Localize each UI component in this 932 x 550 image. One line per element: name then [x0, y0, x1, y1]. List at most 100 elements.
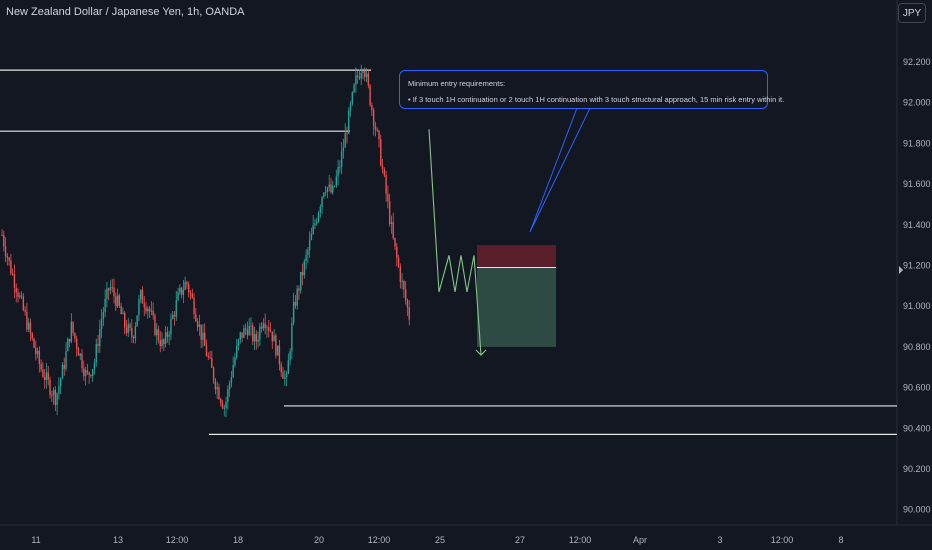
candle-body — [268, 327, 270, 331]
candle-body — [202, 332, 204, 340]
candle-body — [406, 300, 409, 308]
candle-body — [127, 324, 129, 333]
candle-body — [205, 345, 208, 357]
candle-body — [282, 372, 284, 379]
candle-body — [6, 255, 9, 258]
candle-body — [173, 314, 176, 317]
candle-body — [369, 85, 371, 106]
candle-body — [56, 393, 58, 405]
candle-body — [301, 271, 304, 276]
candle-body — [358, 76, 361, 79]
time-tick-label: 12:00 — [569, 535, 592, 545]
candle-body — [364, 70, 366, 77]
time-tick-label: 3 — [717, 535, 722, 545]
candle-body — [77, 348, 80, 356]
candle-body — [259, 326, 261, 340]
candle-body — [156, 329, 158, 336]
candle-body — [97, 344, 99, 347]
currency-button[interactable]: JPY — [898, 3, 926, 23]
candle-body — [148, 308, 151, 312]
candle-body — [24, 309, 26, 313]
candle-body — [348, 109, 350, 134]
candle-body — [36, 350, 39, 354]
candle-body — [365, 73, 368, 77]
time-tick-label: 25 — [435, 535, 445, 545]
current-price-arrow — [899, 266, 903, 274]
candle-body — [72, 321, 74, 333]
candle-body — [316, 221, 318, 224]
candle-body — [118, 295, 121, 306]
callout-bullet: • If 3 touch 1H continuation or 2 touch … — [408, 95, 785, 104]
price-tick-label: 91.600 — [903, 179, 931, 189]
candle-body — [289, 351, 291, 361]
callout-heading: Minimum entry requirements: — [408, 79, 506, 88]
candle-body — [145, 307, 147, 312]
candle-body — [353, 84, 355, 93]
candle-body — [300, 271, 302, 291]
candle-body — [221, 402, 224, 409]
candle-body — [143, 303, 145, 308]
candle-body — [298, 288, 300, 291]
candle-body — [312, 225, 314, 234]
candle-body — [252, 325, 254, 342]
candle-body — [291, 323, 293, 352]
candle-body — [396, 246, 398, 258]
candle-body — [346, 133, 348, 135]
candle-body — [294, 301, 297, 306]
candle-body — [284, 377, 286, 379]
candle-body — [335, 176, 338, 187]
candle-body — [351, 92, 354, 104]
candle-body — [216, 387, 218, 390]
candle-body — [381, 165, 384, 169]
candle-body — [125, 327, 128, 333]
price-tick-label: 90.400 — [903, 423, 931, 433]
candle-body — [164, 332, 167, 345]
candle-body — [52, 389, 55, 396]
candle-body — [280, 364, 282, 373]
candle-body — [157, 329, 160, 341]
candle-body — [310, 233, 313, 240]
price-tick-label: 91.800 — [903, 138, 931, 148]
time-tick-label: 20 — [314, 535, 324, 545]
candle-body — [255, 334, 257, 342]
candle-body — [184, 282, 186, 290]
candle-body — [207, 356, 209, 358]
candle-body — [40, 363, 42, 370]
candle-body — [35, 347, 37, 354]
candle-body — [228, 383, 231, 390]
candle-body — [243, 328, 245, 338]
candle-body — [116, 295, 119, 307]
candle-body — [269, 330, 272, 332]
candle-body — [86, 370, 89, 373]
candle-body — [218, 387, 220, 400]
price-tick-label: 91.000 — [903, 301, 931, 311]
candle-body — [239, 332, 241, 340]
candle-body — [95, 344, 97, 363]
candle-body — [403, 280, 405, 290]
candle-body — [401, 280, 403, 282]
candle-body — [248, 326, 250, 336]
candle-body — [75, 338, 78, 349]
entry-requirements-callout[interactable]: Minimum entry requirements: • If 3 touch… — [399, 70, 785, 109]
candle-body — [273, 335, 275, 342]
candle-body — [319, 206, 322, 213]
candle-body — [168, 334, 170, 337]
candle-body — [372, 110, 375, 126]
price-tick-label: 92.200 — [903, 57, 931, 67]
candle-body — [152, 310, 154, 316]
candle-body — [230, 377, 233, 384]
candle-body — [38, 350, 41, 364]
candle-body — [257, 339, 259, 342]
candle-body — [271, 331, 273, 342]
candle-body — [317, 212, 320, 222]
candle-body — [209, 357, 211, 358]
price-tick-label: 91.200 — [903, 261, 931, 271]
candle-body — [161, 339, 163, 346]
candle-body — [214, 380, 217, 390]
projection-path — [428, 129, 482, 356]
candle-body — [326, 187, 329, 192]
candle-body — [227, 389, 229, 403]
candle-body — [232, 365, 234, 378]
